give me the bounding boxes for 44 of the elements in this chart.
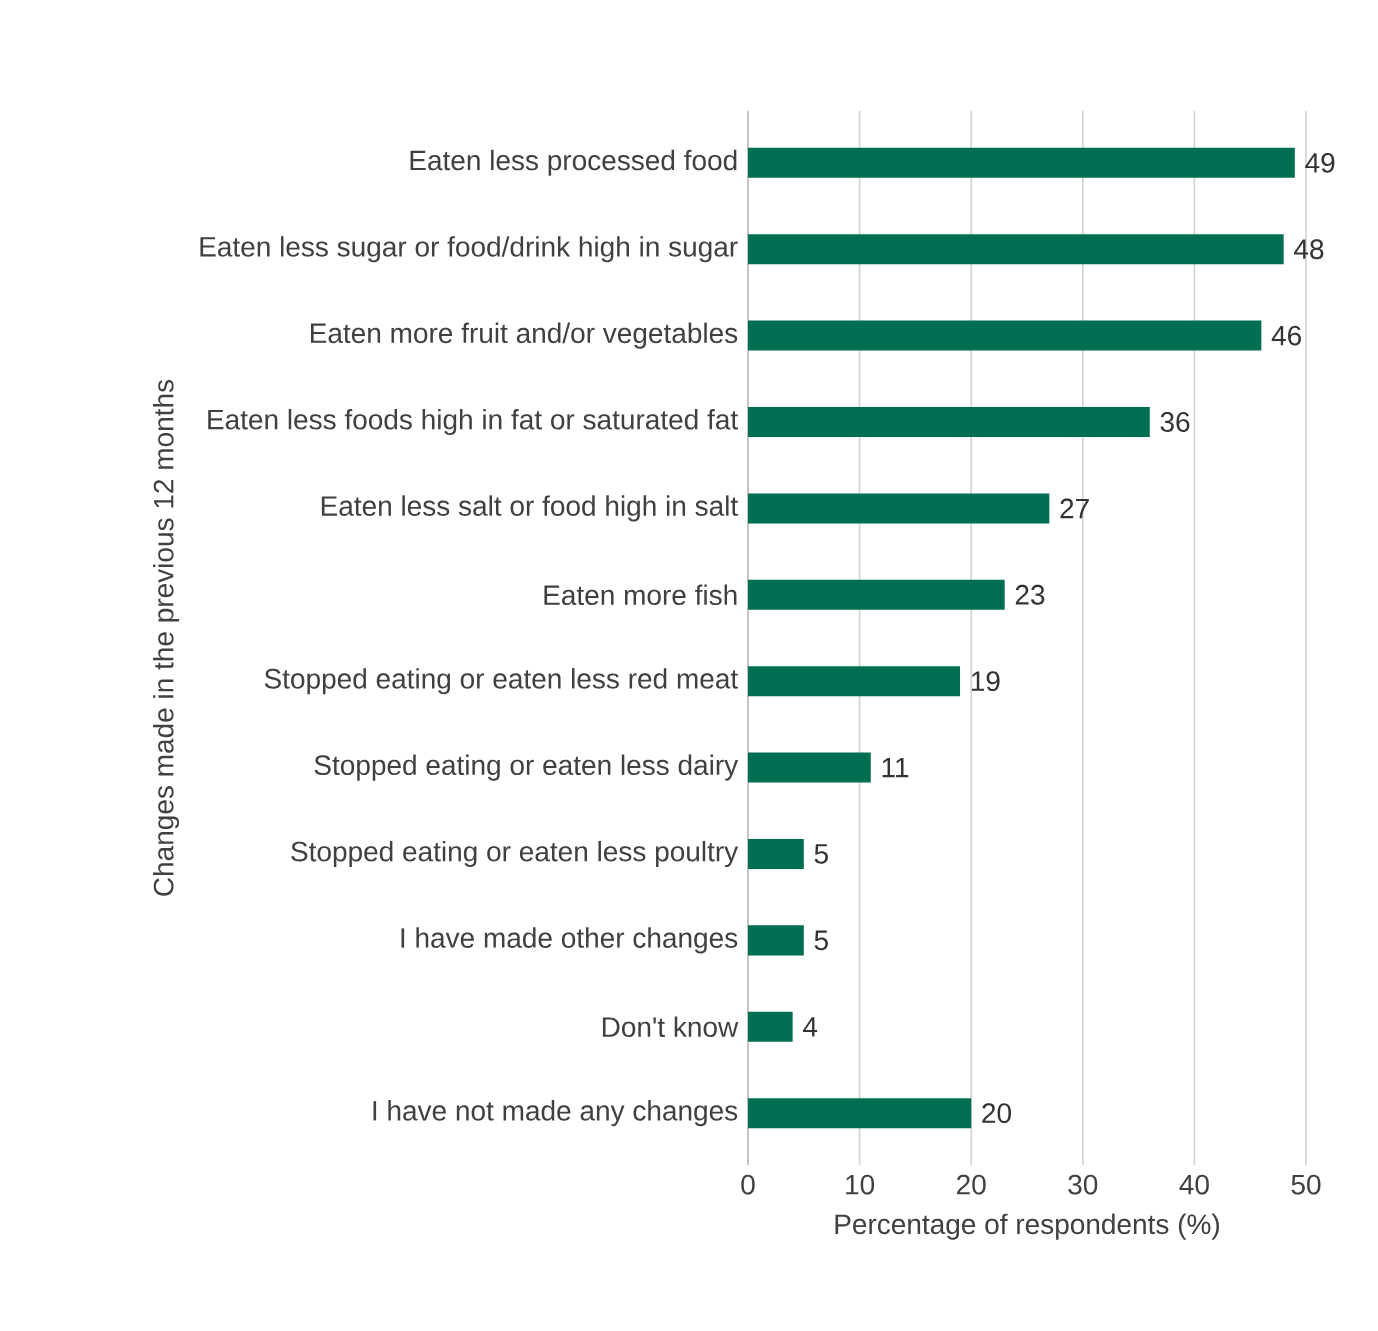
data-label: 23 xyxy=(1015,584,1045,605)
y-tick-label: Stopped eating or eaten less poultry xyxy=(291,840,739,868)
x-tick-label: 10 xyxy=(846,1174,875,1195)
y-tick-label: Stopped eating or eaten less red meat xyxy=(264,668,738,695)
x-axis-title: Percentage of respondents (%) xyxy=(835,1213,1219,1240)
y-tick-label: I have not made any changes xyxy=(373,1100,738,1127)
bar xyxy=(747,1011,793,1042)
x-tick-label: 20 xyxy=(957,1174,986,1195)
data-label: 48 xyxy=(1294,239,1324,260)
y-axis-title: Changes made in the previous 12 months xyxy=(153,379,180,896)
data-label: 5 xyxy=(814,930,828,951)
data-label: 49 xyxy=(1305,152,1335,173)
x-tick-label: 50 xyxy=(1291,1174,1321,1195)
x-tick-label: 0 xyxy=(741,1174,755,1195)
bar xyxy=(747,666,961,697)
data-label: 5 xyxy=(814,844,828,864)
y-tick-label: I have made other changes xyxy=(401,927,738,954)
data-label: 11 xyxy=(882,757,909,778)
x-tick-label: 40 xyxy=(1179,1174,1209,1195)
x-tick-label: 30 xyxy=(1068,1174,1098,1195)
bar xyxy=(747,579,1005,610)
data-label: 36 xyxy=(1160,412,1190,432)
y-tick-label: Eaten more fish xyxy=(544,584,737,606)
y-tick-label: Eaten less salt or food high in salt xyxy=(321,495,738,522)
data-label: 19 xyxy=(971,671,1000,692)
bar xyxy=(747,320,1262,351)
bar xyxy=(747,1098,972,1129)
data-label: 27 xyxy=(1060,498,1089,519)
data-label: 4 xyxy=(803,1017,818,1037)
data-label: 46 xyxy=(1271,325,1301,346)
y-tick-label: Don't know xyxy=(602,1016,739,1038)
bar xyxy=(747,925,804,956)
y-tick-label: Eaten more fruit and/or vegetables xyxy=(310,322,738,349)
data-label: 20 xyxy=(982,1103,1011,1124)
bar xyxy=(747,493,1050,524)
bar xyxy=(747,752,871,783)
y-tick-label: Eaten less sugar or food/drink high in sugar xyxy=(200,236,738,263)
y-tick-label: Stopped eating or eaten less dairy xyxy=(314,754,739,781)
y-tick-label: Eaten less processed food xyxy=(410,149,737,176)
bar xyxy=(747,407,1150,438)
y-tick-label: Eaten less foods high in fat or saturated fat xyxy=(208,408,738,436)
bar xyxy=(747,838,804,869)
bar xyxy=(747,147,1295,178)
bar xyxy=(747,234,1284,265)
